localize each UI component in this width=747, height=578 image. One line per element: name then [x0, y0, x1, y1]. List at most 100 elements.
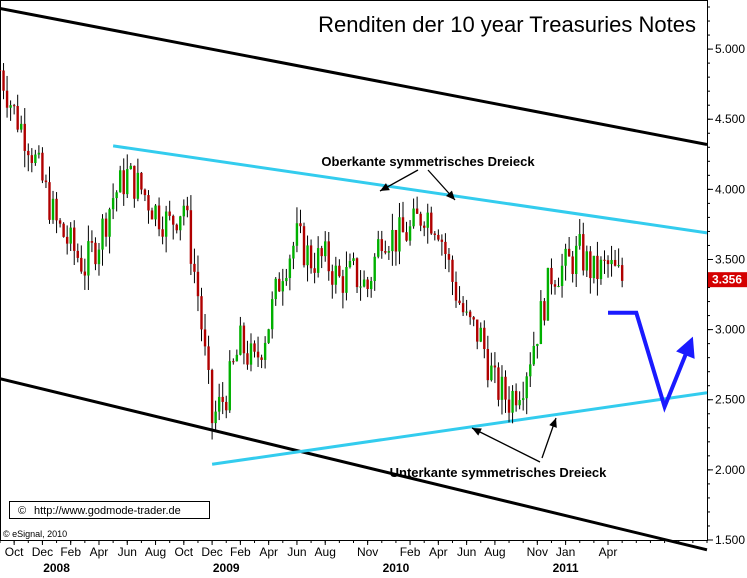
- candle-body: [610, 259, 613, 265]
- candle-body: [483, 327, 486, 350]
- candle-body: [69, 227, 72, 244]
- channel-lower-line: [0, 377, 708, 552]
- candle-body: [433, 233, 437, 235]
- candle-body: [458, 300, 461, 304]
- candle-body: [525, 376, 528, 399]
- candle-body: [585, 251, 589, 271]
- candle-body: [352, 258, 355, 261]
- candle-body: [613, 259, 617, 266]
- x-tick-label: Aug: [315, 545, 336, 559]
- candle-body: [129, 165, 132, 170]
- candle-body: [536, 343, 539, 346]
- candle-body: [334, 265, 338, 285]
- candle-body: [338, 265, 341, 277]
- candle-body: [511, 390, 514, 413]
- candle-body: [415, 208, 419, 214]
- candle-body: [539, 301, 543, 344]
- candle-body: [440, 239, 444, 242]
- candle-body: [285, 277, 288, 282]
- annotation-arrow-upper-right-head: [446, 190, 455, 200]
- candle-body: [270, 299, 274, 330]
- candle-body: [133, 165, 136, 199]
- x-tick-label: Aug: [145, 545, 166, 559]
- candle-body: [405, 232, 408, 241]
- candle-body: [44, 180, 48, 183]
- candle-body: [596, 255, 599, 280]
- candle-body: [23, 123, 26, 151]
- candle-body: [51, 198, 55, 220]
- candle-body: [126, 169, 129, 195]
- candle-body: [606, 260, 610, 265]
- candle-body: [412, 208, 415, 227]
- candle-body: [529, 364, 532, 377]
- y-tick-label: 5.000: [715, 42, 745, 56]
- candle-body: [48, 182, 51, 220]
- candle-body: [331, 271, 334, 285]
- candle-body: [521, 398, 525, 401]
- candle-body: [288, 258, 292, 278]
- x-year-label: 2008: [43, 561, 70, 575]
- candle-body: [401, 217, 405, 233]
- candle-body: [553, 284, 557, 287]
- candle-body: [232, 361, 235, 363]
- candle-body: [256, 351, 260, 358]
- x-tick-label: Aug: [484, 545, 505, 559]
- candle-body: [168, 211, 171, 216]
- candle-body: [327, 241, 330, 272]
- candle-body: [5, 90, 9, 108]
- x-tick-label: Jan: [556, 545, 575, 559]
- candle-body: [267, 329, 270, 343]
- candle-body: [118, 170, 122, 193]
- candle-body: [221, 396, 224, 402]
- x-tick-label: Apr: [259, 545, 278, 559]
- candle-body: [115, 192, 118, 199]
- candle-body: [228, 361, 231, 411]
- candle-body: [189, 210, 193, 264]
- x-tick-label: Feb: [400, 545, 421, 559]
- x-tick-label: Feb: [60, 545, 81, 559]
- candle-body: [30, 155, 34, 163]
- website-credit: http://www.godmode-trader.de: [34, 505, 181, 517]
- candle-body: [419, 213, 422, 226]
- candle-body: [101, 218, 104, 250]
- candle-body: [62, 223, 65, 237]
- candle-body: [108, 209, 111, 237]
- candle-body: [599, 259, 603, 280]
- candle-body: [313, 268, 316, 273]
- candle-body: [373, 256, 376, 282]
- candle-body: [164, 211, 168, 237]
- candle-body: [493, 365, 497, 368]
- candle-body: [497, 367, 500, 400]
- candle-body: [299, 223, 302, 227]
- candle-body: [175, 224, 178, 231]
- candle-body: [111, 198, 115, 210]
- candle-body: [567, 248, 571, 257]
- candle-body: [27, 150, 30, 156]
- annotation-lower: Unterkante symmetrisches Dreieck: [390, 465, 608, 480]
- candle-body: [408, 226, 412, 241]
- candle-body: [447, 254, 451, 260]
- x-tick-label: Nov: [527, 545, 548, 559]
- x-tick-label: Jun: [118, 545, 137, 559]
- candle-body: [560, 265, 564, 286]
- x-year-label: 2010: [383, 561, 410, 575]
- y-tick-label: 2.500: [715, 393, 745, 407]
- candle-body: [532, 345, 535, 365]
- annotation-arrow-lower-right-head: [549, 418, 557, 428]
- candle-body: [12, 105, 16, 107]
- candle-body: [90, 241, 94, 243]
- candle-body: [37, 152, 41, 155]
- triangle-lower-line: [211, 391, 708, 466]
- candle-body: [582, 234, 585, 271]
- candle-body: [196, 271, 200, 297]
- x-tick-label: Apr: [90, 545, 109, 559]
- candle-body: [345, 267, 348, 293]
- candle-body: [362, 279, 366, 287]
- candle-body: [41, 152, 44, 181]
- candle-body: [394, 229, 398, 252]
- candle-body: [34, 154, 37, 163]
- x-tick-label: Dec: [201, 545, 222, 559]
- candle-body: [341, 276, 345, 293]
- candle-body: [55, 198, 58, 221]
- candle-body: [369, 281, 373, 289]
